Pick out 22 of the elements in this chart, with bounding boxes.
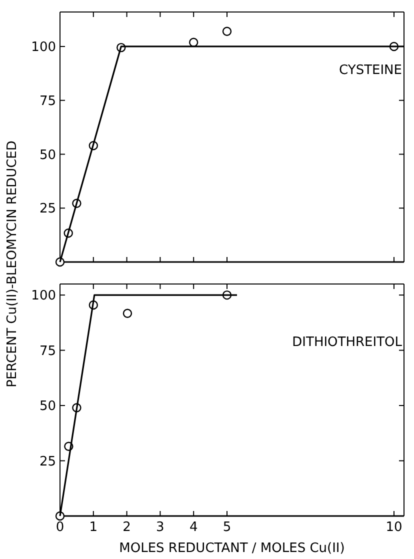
y-axis-title: PERCENT Cu(II)-BLEOMYCIN REDUCED <box>5 140 20 388</box>
x-tick-label: 10 <box>386 520 402 535</box>
y-tick-label: 100 <box>31 40 56 56</box>
point <box>188 38 198 47</box>
x-tick-label: 1 <box>89 520 98 535</box>
legend-label: DITHIOTHREITOL <box>292 335 403 350</box>
x-axis-title: MOLES REDUCTANT / MOLES Cu(II) <box>119 541 345 556</box>
x-tick-label: 5 <box>222 520 232 535</box>
x-tick-label: 4 <box>189 520 198 535</box>
y-tick-label: 25 <box>39 202 56 217</box>
y-tick-label: 50 <box>39 148 56 163</box>
point <box>122 308 132 318</box>
y-tick-label: 100 <box>31 288 56 304</box>
x-tick-label: 3 <box>156 520 164 535</box>
point <box>222 26 232 36</box>
x-tick-label: 0 <box>56 520 64 535</box>
y-tick-label: 50 <box>39 399 56 414</box>
series-label: CYSTEINE <box>339 63 402 78</box>
y-tick-label: 75 <box>39 344 56 359</box>
y-tick-label: 25 <box>39 454 56 470</box>
x-tick-label: 2 <box>122 520 131 535</box>
y-tick-label: 75 <box>39 94 56 109</box>
